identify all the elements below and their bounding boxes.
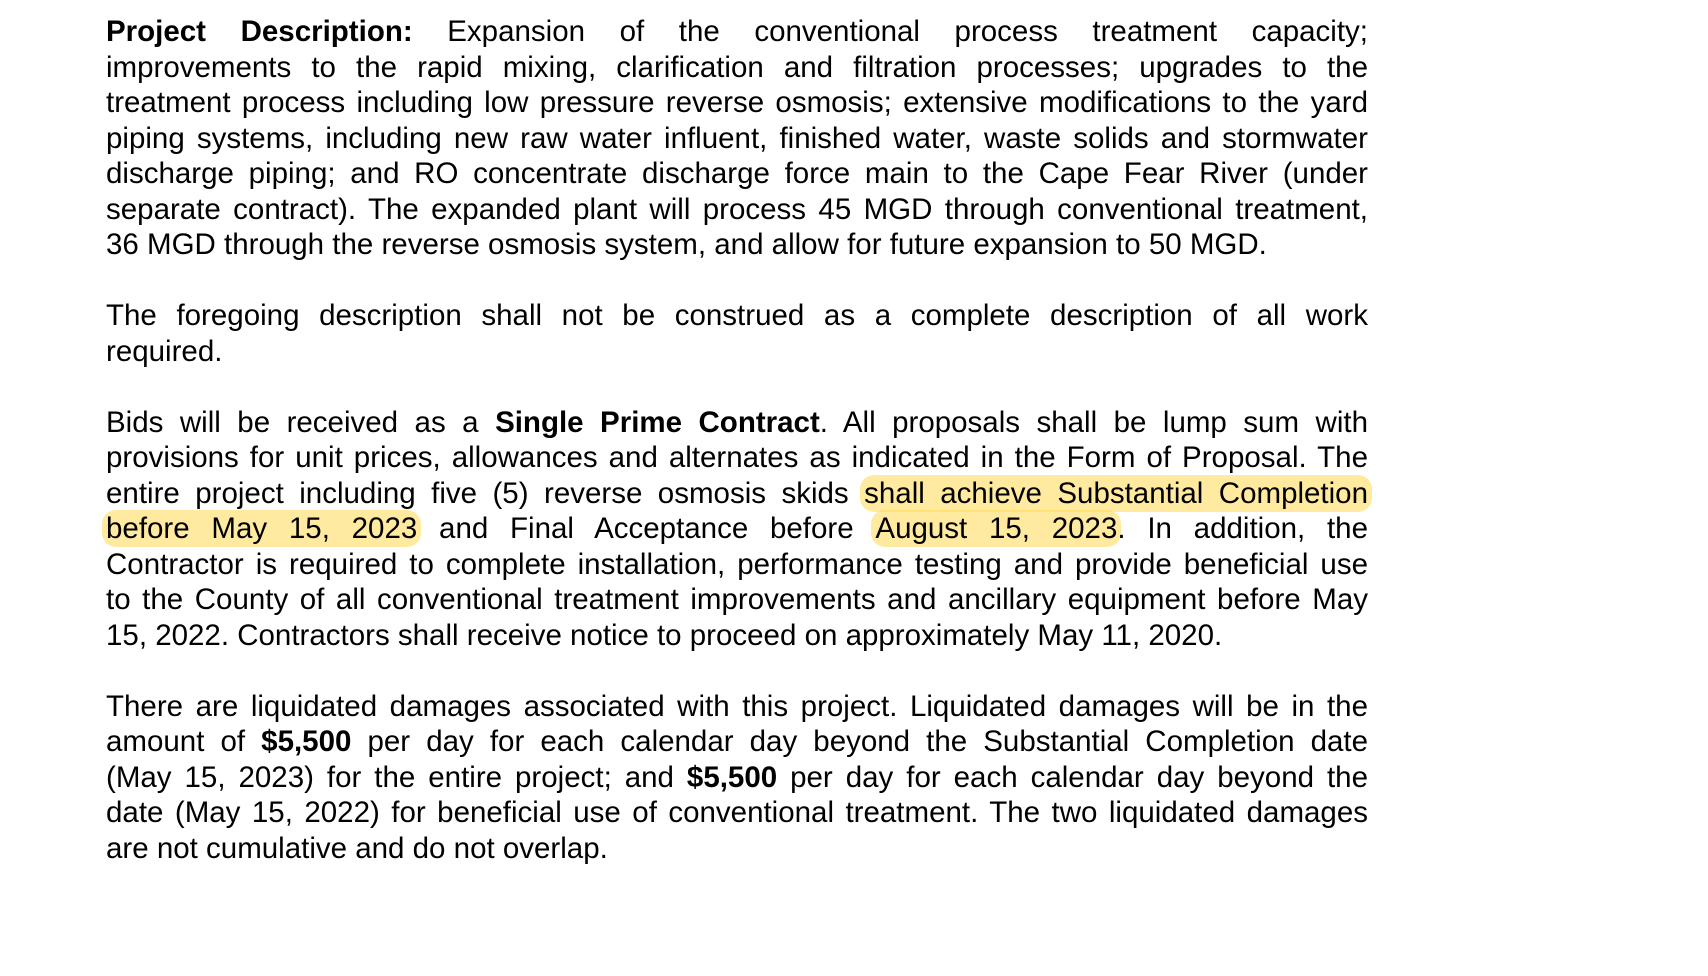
text-segment: 15, 2022. Contractors shall receive noti… bbox=[106, 618, 1223, 652]
text-line: (May 15, 2023) for the entire project; a… bbox=[106, 760, 1368, 796]
text-segment: 36 MGD through the reverse osmosis syste… bbox=[106, 228, 1267, 261]
text-line: treatment process including low pressure… bbox=[106, 85, 1368, 121]
bold-text: $5,500 bbox=[686, 760, 778, 794]
text-line: piping systems, including new raw water … bbox=[106, 121, 1368, 157]
text-segment: discharge piping; and RO concentrate dis… bbox=[106, 157, 1368, 190]
text-line: are not cumulative and do not overlap. bbox=[106, 831, 1368, 867]
text-segment: The foregoing description shall not be c… bbox=[106, 299, 1368, 332]
text-segment: . In addition, the bbox=[1117, 512, 1368, 545]
document-body: Project Description: Expansion of the co… bbox=[102, 14, 1372, 902]
highlighted-text: before May 15, 2023 bbox=[102, 510, 422, 547]
text-line: 36 MGD through the reverse osmosis syste… bbox=[106, 227, 1368, 263]
text-segment: separate contract). The expanded plant w… bbox=[106, 192, 1368, 226]
text-segment: . All proposals shall be lump sum with bbox=[819, 405, 1368, 439]
text-segment: amount of bbox=[106, 725, 262, 758]
text-line: required. bbox=[106, 334, 1368, 370]
text-line: 15, 2022. Contractors shall receive noti… bbox=[106, 618, 1368, 654]
text-line: Project Description: Expansion of the co… bbox=[106, 14, 1368, 50]
text-line: date (May 15, 2022) for beneficial use o… bbox=[106, 795, 1368, 831]
text-segment: date (May 15, 2022) for beneficial use o… bbox=[106, 796, 1368, 829]
highlighted-text: August 15, 2023 bbox=[871, 510, 1122, 547]
text-segment: treatment process including low pressure… bbox=[106, 86, 1368, 119]
text-segment: Bids will be received as a bbox=[106, 405, 496, 439]
text-line: before May 15, 2023 and Final Acceptance… bbox=[102, 510, 1368, 547]
text-segment: provisions for unit prices, allowances a… bbox=[106, 441, 1368, 474]
text-segment: are not cumulative and do not overlap. bbox=[106, 831, 608, 865]
paragraph: The foregoing description shall not be c… bbox=[106, 298, 1368, 369]
text-segment: Contractor is required to complete insta… bbox=[106, 547, 1368, 581]
bold-text: $5,500 bbox=[261, 725, 352, 758]
text-line: separate contract). The expanded plant w… bbox=[106, 192, 1368, 228]
text-segment: and Final Acceptance before bbox=[417, 512, 876, 545]
text-segment: piping systems, including new raw water … bbox=[106, 121, 1368, 155]
text-line: entire project including five (5) revers… bbox=[106, 474, 1372, 512]
text-segment: required. bbox=[106, 334, 223, 368]
text-segment: entire project including five (5) revers… bbox=[106, 476, 865, 510]
paragraph: Project Description: Expansion of the co… bbox=[106, 14, 1368, 263]
text-segment: to the County of all conventional treatm… bbox=[106, 583, 1368, 616]
bold-text: Single Prime Contract bbox=[495, 405, 820, 439]
text-line: amount of $5,500 per day for each calend… bbox=[106, 724, 1368, 760]
text-segment: (May 15, 2023) for the entire project; a… bbox=[106, 760, 687, 794]
text-segment: There are liquidated damages associated … bbox=[106, 689, 1368, 723]
text-segment: per day for each calendar day beyond the bbox=[777, 760, 1368, 794]
text-segment: Expansion of the conventional process tr… bbox=[412, 15, 1369, 48]
text-segment: per day for each calendar day beyond the… bbox=[351, 725, 1369, 758]
bold-text: Project Description: bbox=[106, 15, 413, 48]
text-line: There are liquidated damages associated … bbox=[106, 689, 1368, 725]
text-line: provisions for unit prices, allowances a… bbox=[106, 440, 1368, 476]
text-line: Bids will be received as a Single Prime … bbox=[106, 405, 1368, 441]
highlighted-text: shall achieve Substantial Completion bbox=[860, 474, 1372, 512]
text-segment: improvements to the rapid mixing, clarif… bbox=[106, 50, 1368, 84]
text-line: to the County of all conventional treatm… bbox=[106, 582, 1368, 618]
paragraph: Bids will be received as a Single Prime … bbox=[102, 405, 1372, 654]
text-line: improvements to the rapid mixing, clarif… bbox=[106, 50, 1368, 86]
text-line: The foregoing description shall not be c… bbox=[106, 298, 1368, 334]
text-line: discharge piping; and RO concentrate dis… bbox=[106, 156, 1368, 192]
text-line: Contractor is required to complete insta… bbox=[106, 547, 1368, 583]
paragraph: There are liquidated damages associated … bbox=[106, 689, 1368, 867]
